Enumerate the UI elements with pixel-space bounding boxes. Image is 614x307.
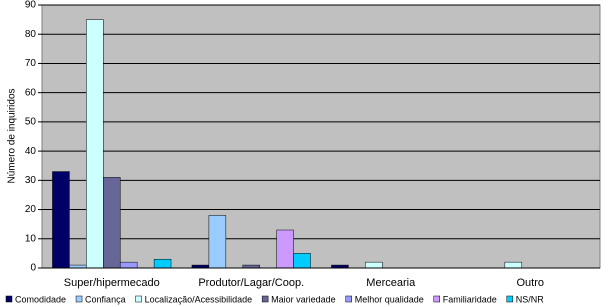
x-tick-label: Produtor/Lagar/Coop.	[198, 277, 304, 289]
bar	[208, 215, 227, 269]
bar	[504, 261, 523, 269]
legend-label: Familiaridade	[443, 294, 497, 304]
legend-label: Melhor qualidade	[355, 294, 424, 304]
y-tick-label: 90	[25, 0, 37, 11]
legend-label: Comodidade	[15, 294, 66, 304]
bar	[153, 258, 172, 269]
bar	[86, 19, 104, 269]
y-tick-label: 70	[25, 58, 37, 69]
legend-swatch	[75, 295, 83, 303]
legend-swatch	[506, 295, 514, 303]
plot-area	[41, 4, 601, 269]
legend-label: Confiança	[85, 294, 126, 304]
x-tick-label: Mercearia	[366, 277, 416, 289]
bar	[276, 229, 294, 269]
legend-swatch	[345, 295, 352, 303]
bar	[52, 171, 70, 269]
y-tick-label: 30	[25, 175, 37, 186]
y-tick-label: 40	[25, 146, 37, 157]
legend-label: Localização/Acessibilidade	[145, 294, 253, 304]
y-tick-label: 80	[25, 29, 37, 40]
bar	[103, 177, 121, 269]
legend-swatch	[261, 295, 269, 303]
legend-label: Maior variedade	[271, 294, 336, 304]
bar	[293, 253, 311, 269]
y-tick-label: 20	[25, 204, 37, 215]
legend-swatch	[433, 295, 440, 303]
legend-swatch	[5, 295, 13, 303]
legend-swatch	[135, 295, 142, 303]
y-tick-label: 0	[30, 263, 36, 274]
y-tick-label: 50	[25, 117, 37, 128]
y-tick-label: 60	[25, 87, 37, 98]
x-tick-label: Super/hipermecado	[64, 277, 160, 289]
bar	[119, 261, 138, 269]
y-axis-title: Número de inquiridos	[7, 88, 18, 183]
y-tick-label: 10	[25, 233, 37, 244]
bar	[365, 261, 383, 269]
x-tick-label: Outro	[516, 277, 544, 289]
legend-label: NS/NR	[516, 294, 545, 304]
